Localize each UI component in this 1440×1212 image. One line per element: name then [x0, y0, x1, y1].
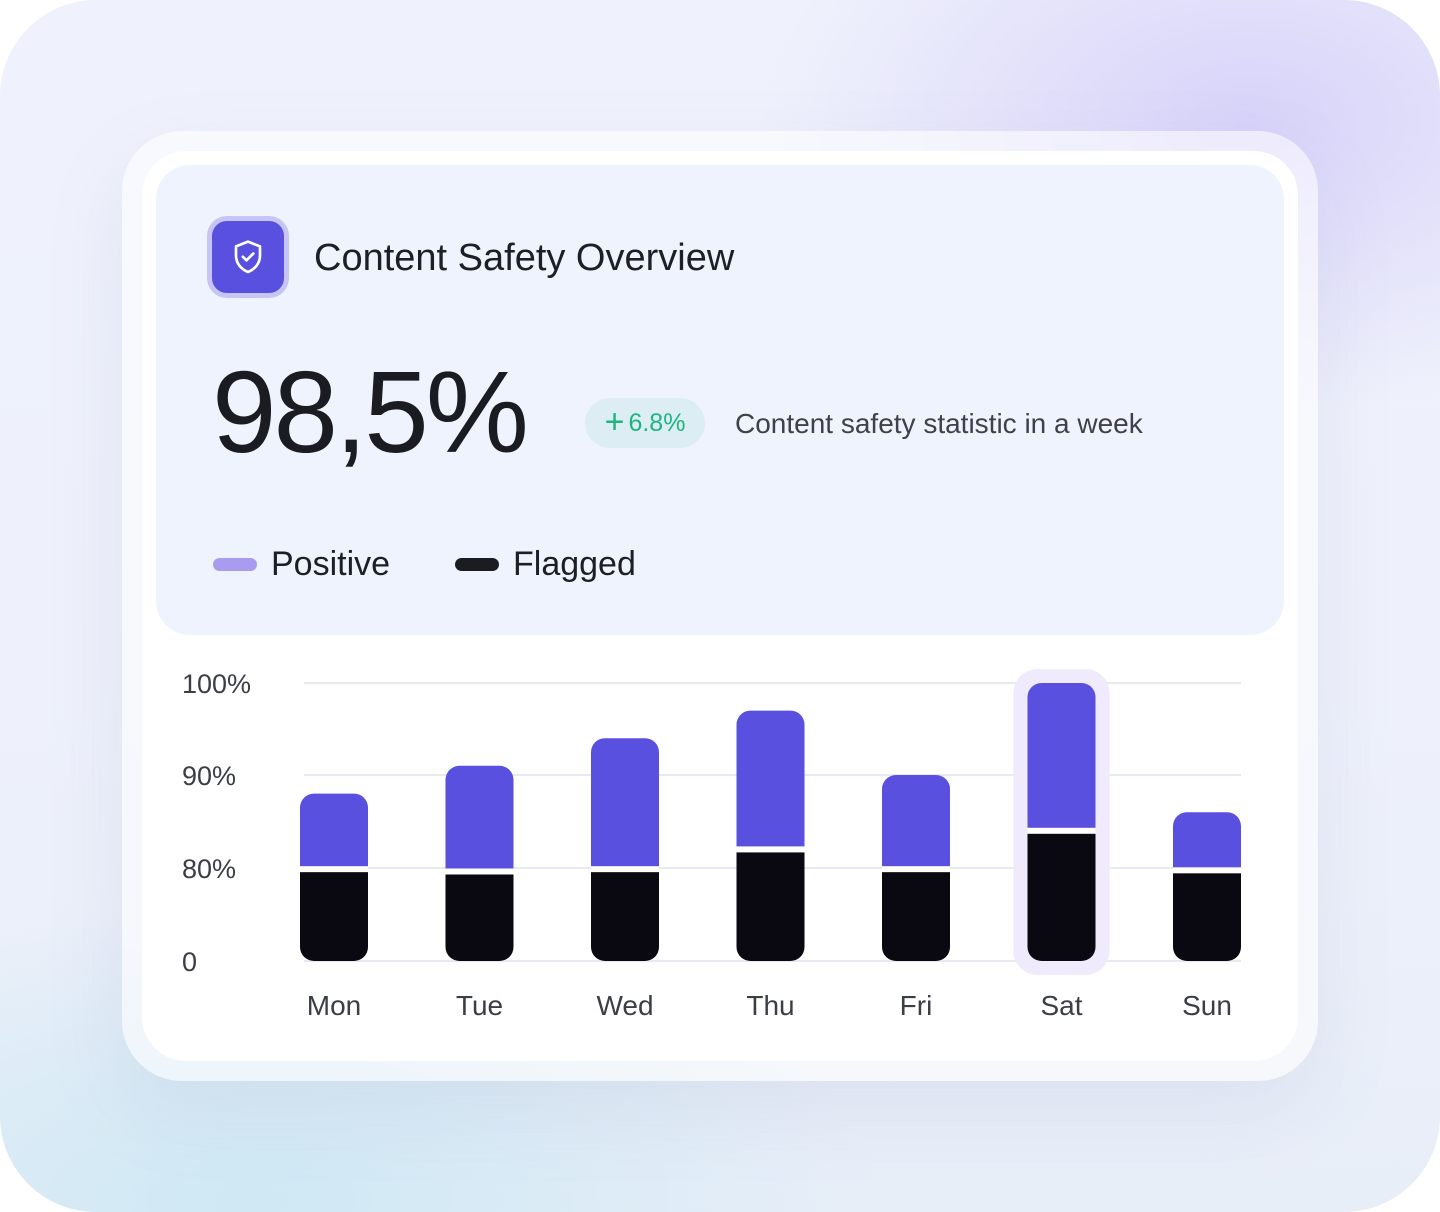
bar-positive — [445, 765, 514, 886]
plus-icon: + — [604, 402, 625, 441]
legend-swatch-flagged — [455, 557, 499, 571]
bar-flagged — [300, 869, 368, 961]
bar-positive — [736, 710, 805, 864]
bar-positive — [1173, 812, 1241, 885]
x-category-label: Wed — [596, 990, 653, 1021]
bar-separator — [445, 868, 514, 875]
bar-separator — [591, 866, 659, 873]
legend-swatch-positive — [213, 557, 257, 571]
card-title: Content Safety Overview — [314, 237, 735, 279]
bar-flagged — [1173, 870, 1241, 961]
bar-flagged-top — [736, 849, 805, 864]
bar-flagged — [591, 869, 659, 961]
change-value: 6.8% — [628, 408, 686, 437]
y-tick-label: 80% — [182, 854, 236, 884]
bar-flagged-top — [445, 871, 514, 886]
bar-positive — [1027, 683, 1096, 845]
legend-label-positive: Positive — [271, 544, 391, 583]
bar-flagged-top — [1027, 830, 1096, 845]
bar-positive — [591, 738, 659, 884]
change-badge: + 6.8% — [585, 398, 705, 448]
bar-flagged — [882, 869, 950, 961]
bar-separator — [736, 846, 805, 853]
x-category-label: Mon — [307, 990, 361, 1021]
bar-flagged — [445, 871, 514, 961]
bar-flagged — [736, 849, 805, 961]
x-category-label: Thu — [746, 990, 794, 1021]
bar-flagged-top — [1173, 870, 1241, 885]
bar-flagged-top — [591, 869, 659, 884]
bar-flagged — [1027, 830, 1096, 961]
bar-separator — [300, 866, 368, 873]
safety-percentage: 98,5% — [212, 347, 529, 477]
x-category-label: Fri — [900, 990, 933, 1021]
bar-flagged-top — [882, 869, 950, 884]
y-tick-label: 90% — [182, 761, 236, 791]
x-category-label: Tue — [456, 990, 503, 1021]
bar-positive — [300, 793, 368, 884]
x-category-label: Sun — [1182, 990, 1232, 1021]
legend-flagged: Flagged — [455, 544, 636, 584]
bar-separator — [1173, 867, 1241, 874]
bar-flagged-top — [300, 869, 368, 884]
y-tick-label: 0 — [182, 947, 197, 977]
x-category-label: Sat — [1040, 990, 1082, 1021]
bar-positive — [882, 775, 950, 884]
y-tick-label: 100% — [182, 669, 251, 699]
shield-check-icon — [207, 216, 289, 298]
summary-panel — [156, 165, 1284, 635]
legend-label-flagged: Flagged — [513, 544, 636, 583]
legend-positive: Positive — [213, 544, 390, 584]
statistic-description: Content safety statistic in a week — [735, 408, 1143, 439]
bar-separator — [1027, 827, 1096, 834]
bar-separator — [882, 866, 950, 873]
